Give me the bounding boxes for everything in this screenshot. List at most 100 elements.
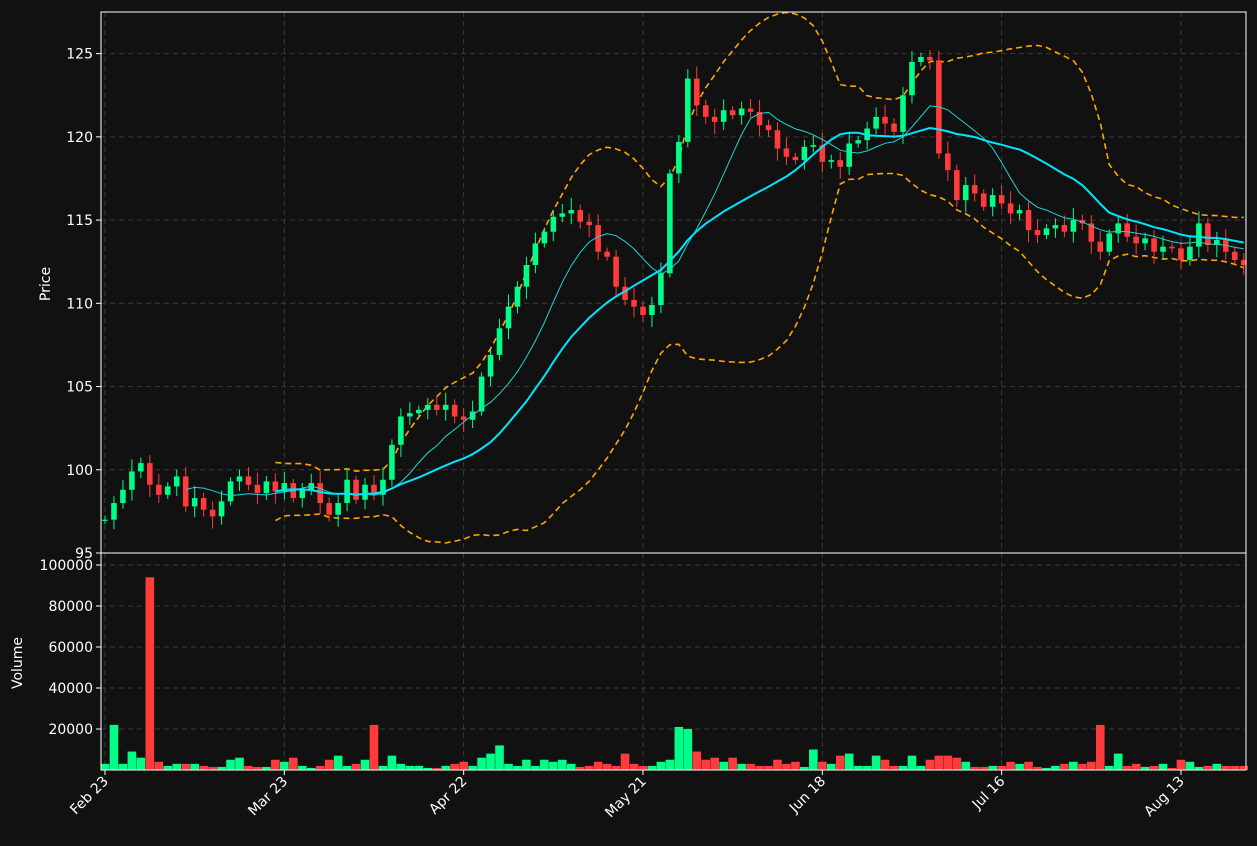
candle-body [1223, 240, 1229, 252]
volume-bar [764, 765, 773, 770]
price-tick-label: 105 [66, 380, 93, 396]
bollinger-lower-band [275, 172, 1244, 544]
volume-bar [1015, 763, 1024, 770]
candle-body [460, 416, 467, 420]
volume-bar [271, 759, 280, 770]
volume-bar [1140, 766, 1150, 770]
volume-bar [1203, 765, 1213, 770]
candle-body [693, 78, 700, 106]
candle-body [281, 483, 288, 492]
volume-bar [531, 765, 540, 770]
volume-bar [593, 761, 603, 770]
candle-body [263, 481, 270, 494]
candle-body [685, 78, 691, 142]
volume-bar [791, 761, 800, 770]
volume-bar [1113, 753, 1123, 770]
volume-bar [324, 759, 334, 770]
candle-body [1088, 223, 1095, 242]
candle-body [496, 328, 503, 355]
candle-body [828, 160, 835, 162]
candle-body [1178, 248, 1184, 261]
candle-body [478, 376, 485, 412]
candle-body [980, 193, 987, 207]
volume-bar [961, 761, 971, 770]
volume-bar [907, 755, 917, 770]
volume-tick-label: 100000 [40, 558, 93, 574]
volume-bar [288, 757, 298, 770]
volume-bar [136, 757, 146, 770]
price-tick-label: 110 [66, 296, 93, 312]
candle-body [335, 503, 341, 515]
volume-bar [674, 726, 684, 770]
volume-bar [611, 765, 621, 770]
candle-body [756, 111, 763, 126]
volume-bar [351, 763, 361, 770]
volume-bar [1042, 767, 1051, 770]
candle-body [837, 160, 844, 167]
candle-body [1196, 223, 1202, 247]
candle-body [846, 143, 852, 167]
volume-bar [979, 766, 989, 770]
candle-body [765, 125, 772, 131]
candle-body [389, 444, 395, 480]
volume-bar [692, 751, 702, 770]
volume-bar [952, 757, 962, 770]
volume-bar [835, 755, 845, 770]
volume-bar [1078, 763, 1087, 770]
volume-bar [916, 765, 926, 770]
candle-body [514, 286, 521, 307]
volume-bar [1176, 759, 1186, 770]
candle-body [1160, 246, 1166, 252]
candle-body [882, 116, 888, 124]
candle-body [1034, 230, 1041, 236]
candle-body [586, 221, 592, 226]
candle-body [1133, 236, 1139, 244]
candle-body [945, 153, 951, 171]
candle-body [954, 170, 960, 201]
volume-bar [333, 755, 343, 770]
volume-bar [253, 766, 262, 770]
candle-body [523, 265, 530, 287]
volume-bar [118, 763, 128, 770]
volume-bar [728, 757, 737, 770]
volume-bar [145, 577, 155, 770]
candle-body [1205, 223, 1211, 246]
volume-bar [369, 724, 379, 770]
volume-bar [100, 763, 110, 770]
volume-bar [235, 757, 244, 770]
candle-body [927, 56, 933, 61]
volume-tick-label: 40000 [48, 681, 93, 697]
volume-bar [190, 763, 199, 770]
volume-bar [306, 767, 316, 770]
volume-bar [871, 755, 881, 770]
candle-body [918, 56, 924, 62]
candle-body [676, 141, 682, 174]
volume-bar [1122, 765, 1132, 770]
candle-body [711, 116, 718, 122]
candle-body [1016, 210, 1023, 214]
moving-averages [185, 105, 1244, 497]
volume-bar [1239, 765, 1249, 770]
candle-body [747, 108, 754, 112]
volume-bar [1033, 766, 1042, 770]
candle-body [111, 503, 117, 520]
volume-bar [1095, 724, 1105, 770]
candle-body [891, 123, 897, 132]
volume-bar [297, 765, 307, 770]
volume-bar [342, 765, 352, 770]
candle-body [541, 231, 548, 244]
volume-bar [925, 759, 935, 770]
candle-body [102, 519, 108, 521]
candle-body [622, 286, 628, 300]
candle-body [433, 404, 440, 410]
candle-body [1151, 238, 1157, 252]
candle-body [1231, 251, 1238, 261]
volume-bar [432, 767, 442, 770]
volume-bar [172, 763, 182, 770]
volume-bar [1051, 765, 1060, 770]
volume-bar [217, 766, 226, 770]
volume-bar [773, 759, 782, 770]
volume-bar [450, 763, 459, 770]
candle-body [810, 145, 817, 147]
